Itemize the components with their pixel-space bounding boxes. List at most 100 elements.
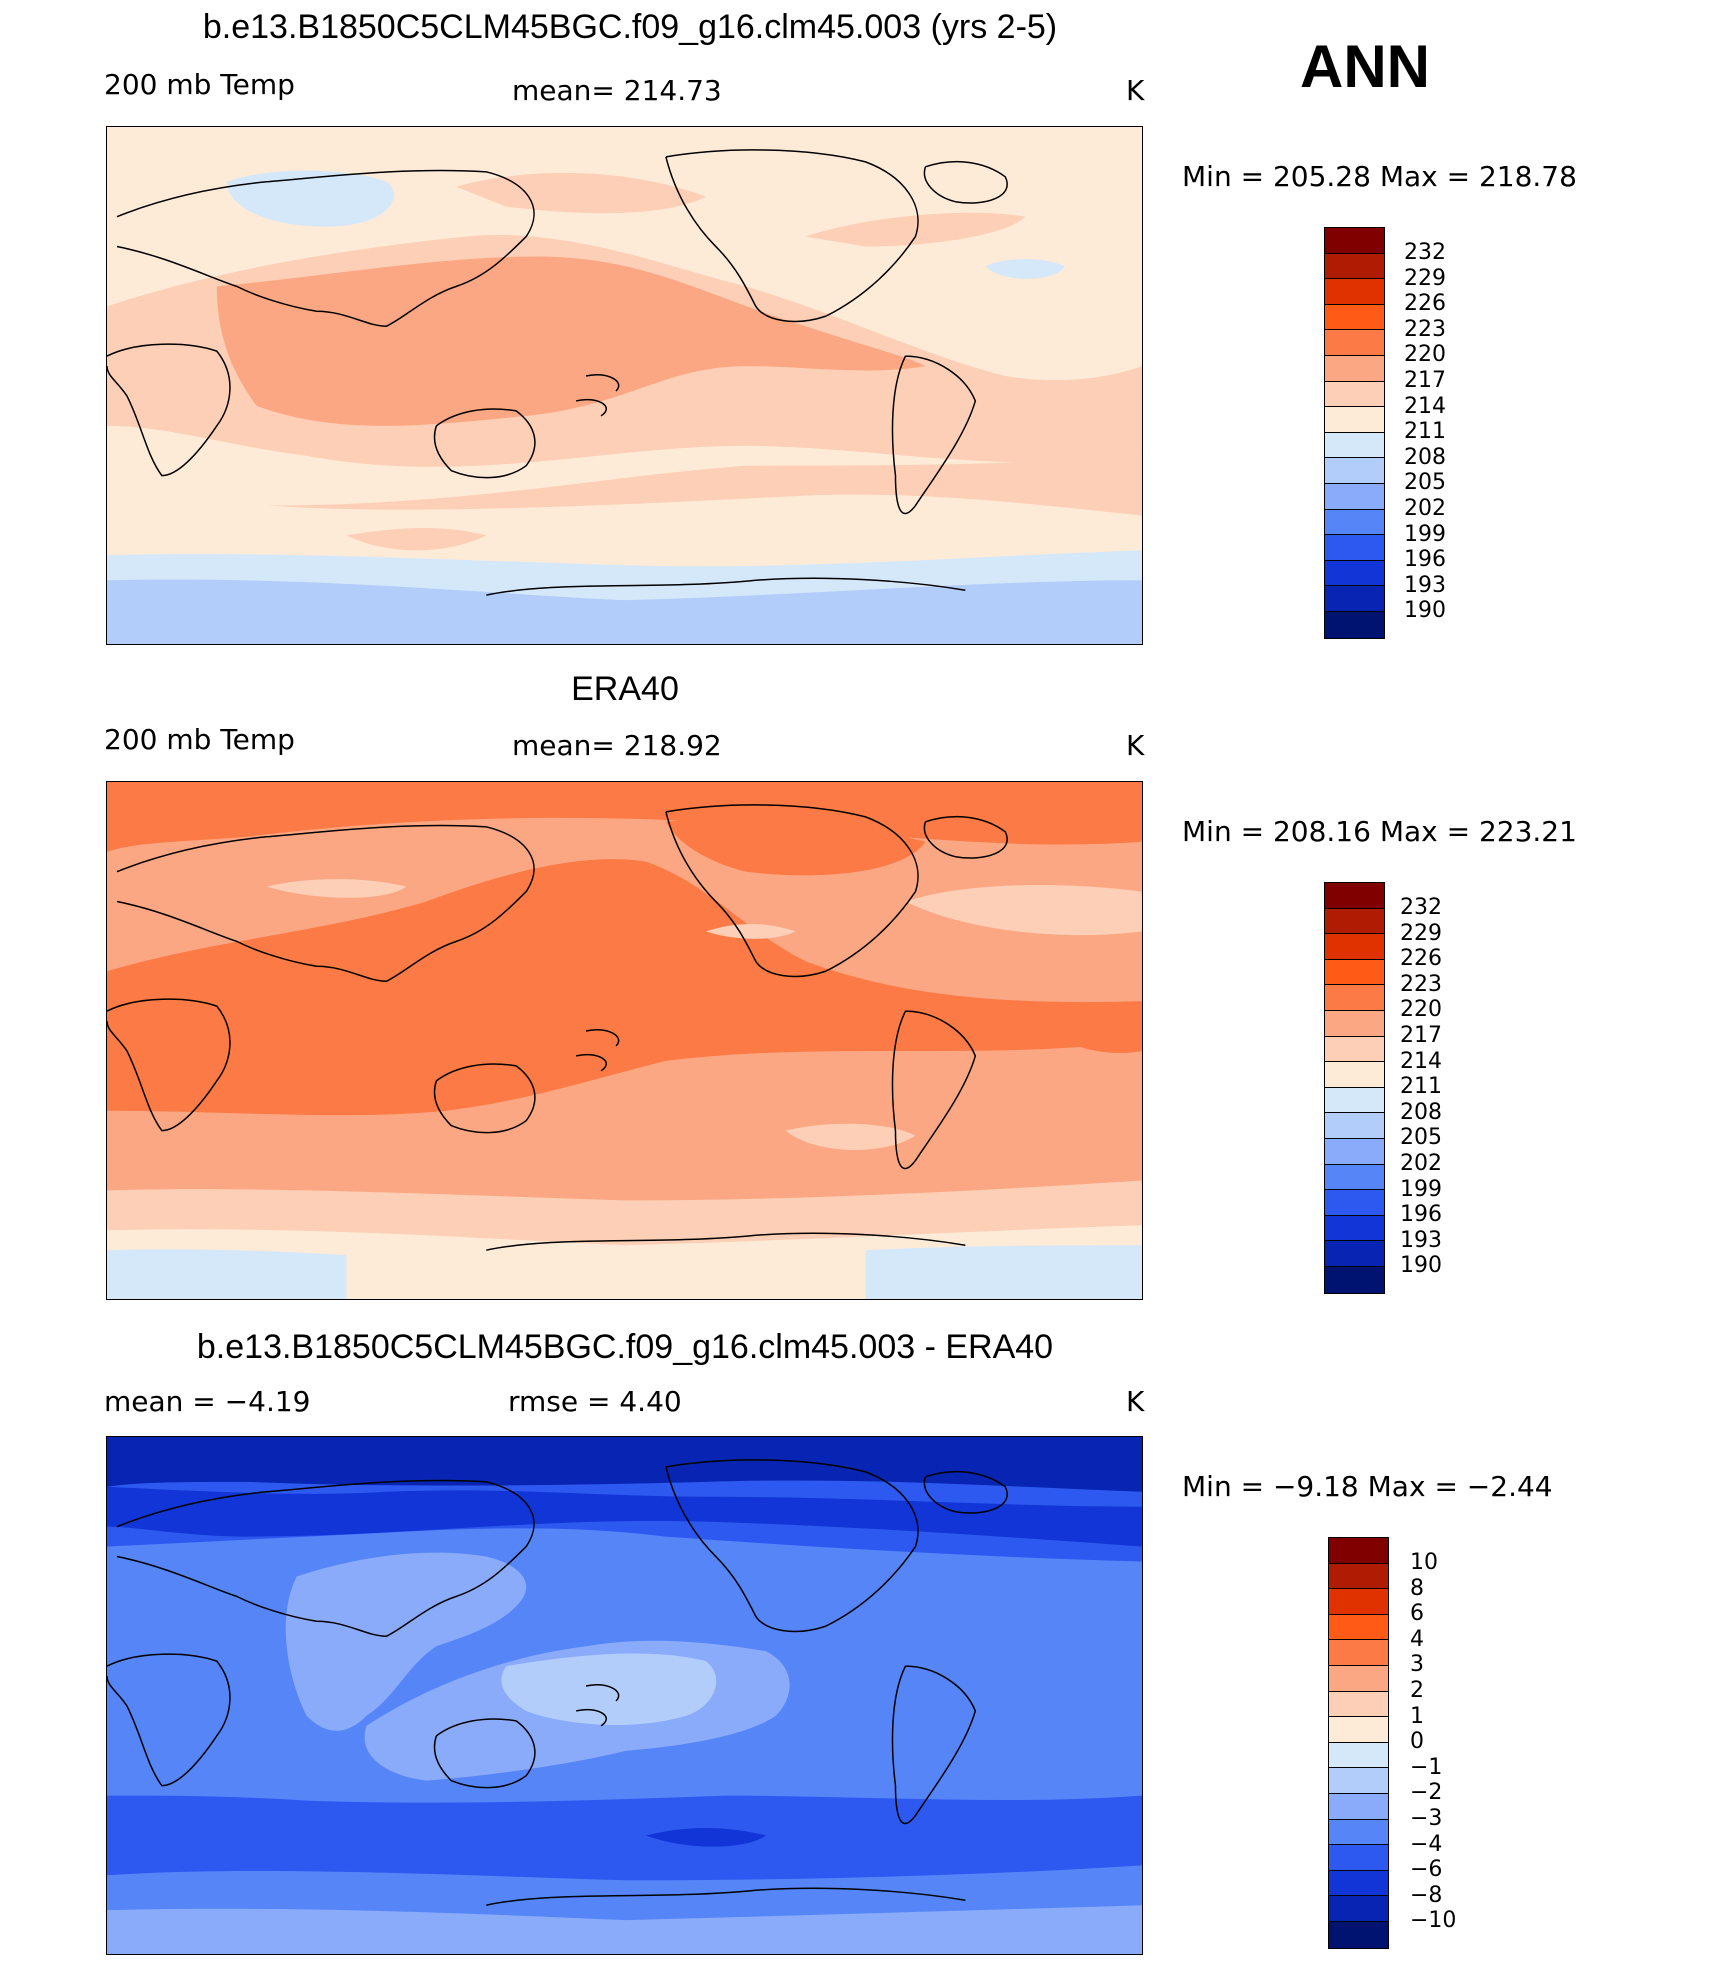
colorbar-tick-label: 3 (1410, 1652, 1424, 1678)
colorbar-box (1329, 1742, 1388, 1769)
colorbar-tick-label: 220 (1404, 342, 1446, 368)
colorbar-box (1329, 1589, 1388, 1615)
maritime-continent-outline (575, 1684, 620, 1727)
contour-fill (905, 885, 1142, 936)
greenland-outline (923, 1470, 1008, 1514)
contour-fill (645, 1827, 766, 1847)
colorbar-box (1325, 535, 1384, 561)
colorbar-tick-label: 6 (1410, 1601, 1424, 1627)
australia-outline (433, 1063, 536, 1134)
colorbar-tick-label: 202 (1400, 1150, 1442, 1176)
panel-1-units-label: K (1126, 74, 1145, 107)
panel-3-colorbar (1328, 1537, 1389, 1949)
panel-1-colorbar (1324, 227, 1385, 639)
colorbar-tick-label: 226 (1400, 946, 1442, 972)
colorbar-tick-label: 8 (1410, 1575, 1424, 1601)
panel-2-colorbar-ticks: 232 229 226 223 220 217 214 211 208 205 … (1400, 895, 1442, 1279)
colorbar-tick-label: 205 (1400, 1125, 1442, 1151)
panel-1-title: b.e13.B1850C5CLM45BGC.f09_g16.clm45.003 … (202, 8, 1058, 46)
antarctica-outline (486, 577, 966, 596)
colorbar-tick-label: 223 (1404, 316, 1446, 342)
colorbar-tick-label: 2 (1410, 1677, 1424, 1703)
north-america-outline (665, 804, 919, 978)
colorbar-box (1329, 1614, 1388, 1641)
panel-2-map (106, 781, 1143, 1300)
colorbar-box (1325, 279, 1384, 305)
colorbar-box (1325, 908, 1384, 935)
contour-fill (985, 258, 1066, 279)
panel-3-map (106, 1436, 1143, 1955)
colorbar-box (1325, 483, 1384, 510)
panel-3-contour-plot (107, 1437, 1142, 1954)
colorbar-box (1325, 1215, 1384, 1242)
colorbar-tick-label: −1 (1410, 1754, 1443, 1780)
colorbar-tick-label: 193 (1400, 1227, 1442, 1253)
panel-2-title: ERA40 (571, 670, 679, 708)
contour-fill (865, 1245, 1142, 1299)
contour-fill (107, 1486, 1142, 1547)
maritime-continent-outline (575, 374, 620, 417)
colorbar-tick-label: −3 (1410, 1805, 1443, 1831)
colorbar-tick-label: −8 (1410, 1882, 1443, 1908)
colorbar-box (1329, 1870, 1388, 1897)
colorbar-box (1325, 560, 1384, 587)
africa-outline (107, 343, 231, 477)
colorbar-tick-label: 208 (1400, 1099, 1442, 1125)
contour-fill (705, 923, 796, 939)
colorbar-box (1325, 1087, 1384, 1114)
colorbar-box (1329, 1768, 1388, 1794)
panel-3-rmse-label: rmse = 4.40 (508, 1385, 682, 1418)
australia-outline (433, 1718, 536, 1789)
contour-fill (785, 1123, 916, 1151)
panel-3-minmax: Min = −9.18 Max = −2.44 (1182, 1470, 1553, 1503)
antarctica-outline (486, 1232, 966, 1251)
contour-fill (346, 527, 487, 551)
panel-1-contour-plot (107, 127, 1142, 644)
colorbar-box (1329, 1896, 1388, 1922)
colorbar-box (1325, 586, 1384, 612)
colorbar-box (1329, 1845, 1388, 1871)
colorbar-box (1329, 1538, 1388, 1564)
colorbar-box (1329, 1640, 1388, 1666)
colorbar-tick-label: 229 (1404, 265, 1446, 291)
colorbar-box (1325, 304, 1384, 331)
colorbar-box (1325, 381, 1384, 408)
colorbar-tick-label: −4 (1410, 1831, 1443, 1857)
contour-fill (216, 256, 926, 426)
panel-2-mean-label: mean= 218.92 (512, 729, 722, 762)
colorbar-box (1325, 458, 1384, 484)
colorbar-tick-label: 193 (1404, 572, 1446, 598)
south-america-outline (891, 1665, 977, 1825)
colorbar-tick-label: 4 (1410, 1626, 1424, 1652)
colorbar-box (1325, 1036, 1384, 1063)
season-label: ANN (1300, 33, 1430, 100)
colorbar-tick-label: 220 (1400, 997, 1442, 1023)
panel-1-colorbar-ticks: 232 229 226 223 220 217 214 211 208 205 … (1404, 240, 1446, 624)
colorbar-tick-label: 0 (1410, 1729, 1424, 1755)
contour-fill (266, 455, 1142, 516)
contour-fill (501, 1653, 717, 1725)
colorbar-box (1329, 1691, 1388, 1718)
panel-2-variable-label: 200 mb Temp (104, 723, 295, 756)
colorbar-box (1329, 1921, 1388, 1948)
australia-outline (433, 408, 536, 479)
colorbar-tick-label: 217 (1400, 1022, 1442, 1048)
colorbar-tick-label: 217 (1404, 367, 1446, 393)
colorbar-tick-label: −10 (1410, 1908, 1457, 1934)
colorbar-tick-label: 202 (1404, 495, 1446, 521)
colorbar-box (1329, 1717, 1388, 1743)
colorbar-box (1325, 934, 1384, 960)
panel-3-colorbar-ticks: 10 8 6 4 3 2 1 0 −1 −2 −3 −4 −6 −8 −10 (1410, 1550, 1456, 1934)
greenland-outline (923, 815, 1008, 859)
colorbar-tick-label: 229 (1400, 920, 1442, 946)
colorbar-box (1325, 1062, 1384, 1088)
colorbar-box (1329, 1793, 1388, 1820)
colorbar-tick-label: 196 (1400, 1202, 1442, 1228)
colorbar-tick-label: 226 (1404, 291, 1446, 317)
greenland-outline (923, 160, 1008, 204)
colorbar-tick-label: 232 (1400, 895, 1442, 920)
colorbar-tick-label: 190 (1404, 598, 1446, 624)
colorbar-tick-label: 211 (1400, 1074, 1442, 1100)
contour-fill (266, 879, 407, 898)
colorbar-box (1325, 985, 1384, 1011)
